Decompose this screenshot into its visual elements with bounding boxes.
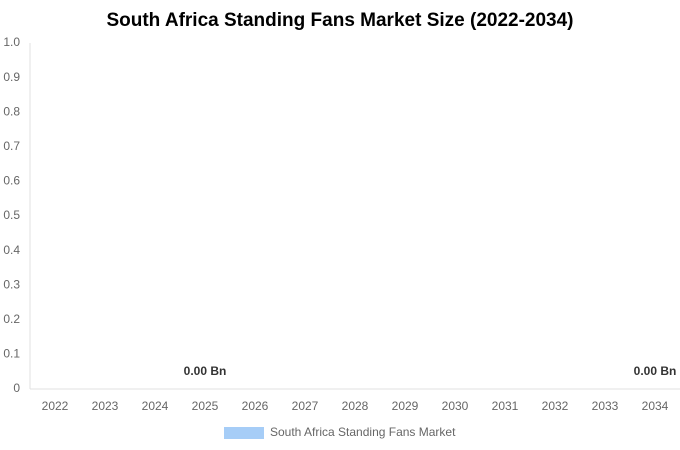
data-label: 0.00 Bn [184,364,227,378]
x-tick-label: 2030 [442,399,469,413]
y-tick-label: 0.9 [3,70,20,84]
x-tick-label: 2031 [492,399,519,413]
legend-label: South Africa Standing Fans Market [270,425,456,439]
y-tick-label: 0.8 [3,104,20,118]
y-tick-label: 0.5 [3,208,20,222]
x-tick-label: 2034 [642,399,669,413]
x-tick-label: 2026 [242,399,269,413]
y-tick-label: 0 [13,381,20,395]
x-tick-label: 2024 [142,399,169,413]
x-tick-label: 2032 [542,399,569,413]
x-tick-label: 2022 [42,399,69,413]
chart-title: South Africa Standing Fans Market Size (… [106,10,573,31]
y-tick-label: 0.1 [3,347,20,361]
x-tick-label: 2023 [92,399,119,413]
data-label: 0.00 Bn [634,364,677,378]
x-tick-label: 2025 [192,399,219,413]
legend-swatch [224,427,264,439]
y-tick-label: 0.2 [3,312,20,326]
y-tick-label: 0.4 [3,243,20,257]
y-tick-label: 0.3 [3,277,20,291]
x-tick-label: 2033 [592,399,619,413]
y-tick-label: 0.7 [3,139,20,153]
x-tick-label: 2027 [292,399,319,413]
x-tick-label: 2028 [342,399,369,413]
y-tick-label: 1.0 [3,35,20,49]
x-tick-label: 2029 [392,399,419,413]
y-tick-label: 0.6 [3,174,20,188]
